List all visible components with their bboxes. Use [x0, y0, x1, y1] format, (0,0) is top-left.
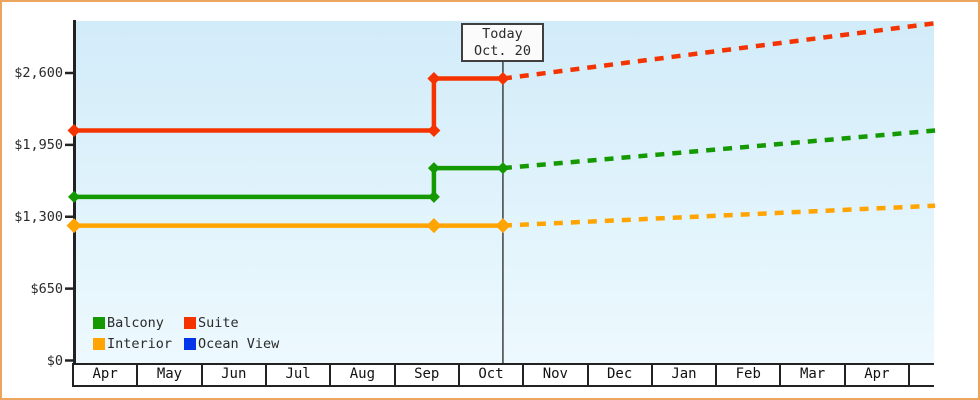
y-axis-label: $0	[46, 352, 63, 369]
series-marker-suite	[67, 124, 81, 137]
series-marker-suite	[427, 124, 441, 137]
month-cell: Oct	[460, 365, 525, 385]
legend-label: Balcony	[107, 314, 164, 331]
month-cell: Dec	[589, 365, 653, 385]
y-axis-label: $1,300	[14, 208, 63, 225]
month-cell: May	[138, 365, 203, 385]
month-cell-partial	[910, 365, 934, 385]
month-cell: Jun	[203, 365, 267, 385]
legend: Balcony Suite Interior Ocean View	[93, 312, 279, 354]
y-axis-label: $650	[30, 280, 63, 297]
series-line-suite	[74, 76, 503, 133]
legend-label: Suite	[198, 314, 239, 331]
series-marker-interior	[426, 218, 442, 234]
month-cell: Aug	[331, 365, 396, 385]
series-marker-suite	[427, 72, 441, 86]
month-cell: Jul	[267, 365, 332, 385]
series-marker-balcony	[496, 162, 509, 175]
series-forecast-balcony	[502, 128, 936, 171]
month-cell: Mar	[781, 365, 846, 385]
today-annotation-line1: Today	[482, 26, 523, 42]
legend-label: Interior	[107, 335, 173, 352]
suite-swatch-icon	[184, 316, 196, 329]
legend-item-ocean-view[interactable]: Ocean View	[184, 336, 279, 352]
series-marker-balcony	[427, 190, 440, 203]
interior-swatch-icon	[93, 337, 105, 350]
today-annotation-line2: Oct. 20	[474, 43, 531, 59]
month-cell: Sep	[396, 365, 460, 385]
series-marker-suite	[496, 72, 510, 86]
y-axis-label: $1,950	[14, 136, 63, 153]
legend-item-interior[interactable]: Interior	[93, 336, 184, 352]
legend-label: Ocean View	[198, 335, 280, 352]
balcony-swatch-icon	[93, 316, 105, 329]
today-annotation-box: Today Oct. 20	[461, 23, 544, 62]
series-marker-balcony	[427, 162, 440, 175]
x-axis-month-band: Apr May Jun Jul Aug Sep Oct Nov Dec Jan …	[72, 363, 934, 387]
series-marker-interior	[495, 218, 511, 234]
ocean-view-swatch-icon	[184, 337, 196, 350]
series-marker-interior	[66, 218, 82, 234]
series-line-balcony	[74, 165, 503, 200]
y-axis-label: $2,600	[14, 65, 63, 81]
series-forecast-interior	[502, 203, 936, 228]
legend-item-suite[interactable]: Suite	[184, 315, 239, 331]
legend-item-balcony[interactable]: Balcony	[93, 315, 184, 331]
series-forecast-suite	[502, 21, 936, 81]
month-cell: Jan	[653, 365, 718, 385]
series-marker-balcony	[68, 190, 80, 203]
month-cell: Feb	[717, 365, 782, 385]
month-cell: Apr	[74, 365, 139, 385]
month-cell: Apr	[846, 365, 911, 385]
month-cell: Nov	[524, 365, 589, 385]
